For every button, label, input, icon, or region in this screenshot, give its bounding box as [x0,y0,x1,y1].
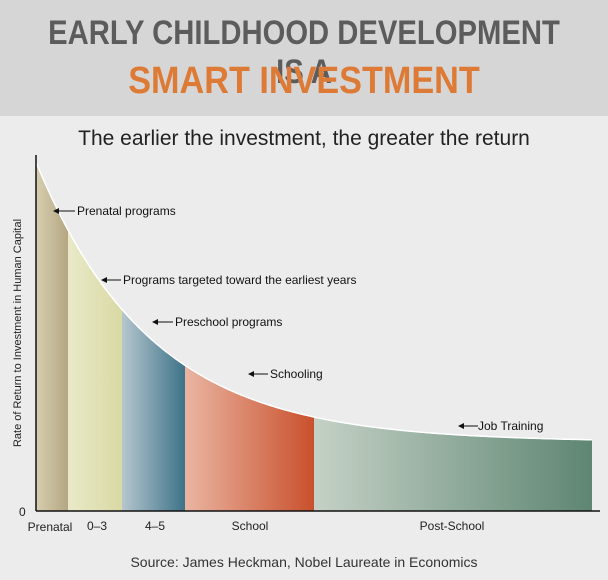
y-tick-zero: 0 [19,505,26,519]
annotation-job-training: Job Training [458,419,543,433]
svg-text:Prenatal programs: Prenatal programs [77,204,176,218]
return-curve [35,161,593,441]
annotation-earliest-years: Programs targeted toward the earliest ye… [101,273,356,287]
area-segment-post-school [314,417,592,511]
x-tick-prenatal: Prenatal [28,520,73,534]
area-segment-0-3 [68,230,122,511]
area-segment-prenatal [36,162,68,511]
x-tick-post-school: Post-School [420,519,485,533]
annotation-schooling: Schooling [248,367,323,381]
source-note: Source: James Heckman, Nobel Laureate in… [130,554,478,570]
chart-subtitle: The earlier the investment, the greater … [78,127,530,150]
annotation-prenatal: Prenatal programs [53,204,176,218]
svg-text:Preschool programs: Preschool programs [175,315,282,329]
area-segment-school [185,365,314,511]
area-segment-4-5 [122,309,185,511]
x-tick-4-5: 4–5 [145,519,165,533]
x-tick-school: School [232,519,269,533]
svg-text:Programs targeted toward the e: Programs targeted toward the earliest ye… [123,273,356,287]
title-line-2: SMART INVESTMENT [128,60,480,102]
x-tick-0-3: 0–3 [87,519,107,533]
y-axis-label: Rate of Return to Investment in Human Ca… [12,219,24,447]
svg-text:Schooling: Schooling [270,367,323,381]
annotation-preschool: Preschool programs [152,315,282,329]
header-banner: EARLY CHILDHOOD DEVELOPMENT IS A SMART I… [0,0,608,116]
title-line-1: EARLY CHILDHOOD DEVELOPMENT IS A [48,14,560,91]
svg-text:Job Training: Job Training [478,419,543,433]
